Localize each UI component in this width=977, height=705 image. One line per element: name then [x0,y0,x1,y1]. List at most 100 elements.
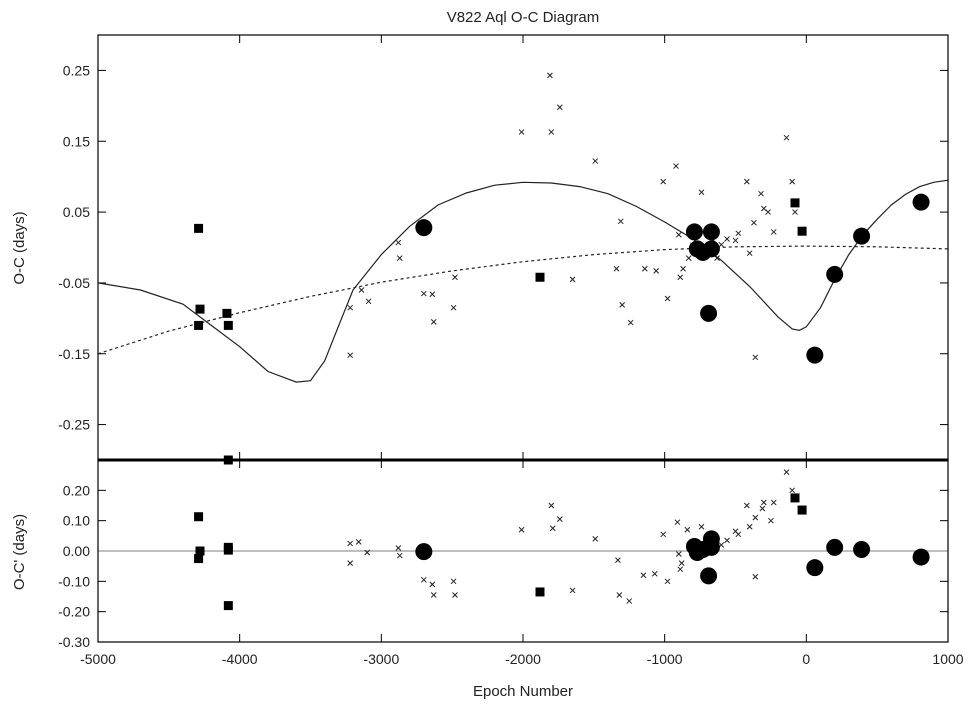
cross-point [789,178,796,185]
cross-point [752,354,759,361]
circle-point [912,193,930,211]
cross-point [548,502,555,509]
cross-point [673,163,679,169]
square-point [194,223,204,233]
circle-point [700,304,718,322]
top-y-tick-label: 0.05 [63,204,90,220]
x-tick-label: -2000 [505,651,541,667]
y-axis-label-bottom: O-C' (days) [11,514,28,590]
cross-point [430,319,437,325]
circle-point [415,543,433,561]
cross-point [783,469,790,475]
cross-point [746,250,753,257]
cross-point [677,274,684,281]
chart-title: V822 Aql O-C Diagram [447,9,600,26]
cross-point [592,158,599,164]
cross-point [617,218,624,225]
cross-point [569,587,576,594]
cross-point [674,519,681,526]
cross-point [684,526,691,533]
cross-point [450,578,457,585]
cross-point [759,505,766,512]
cross-point [395,545,402,551]
circle-point [702,240,720,258]
cross-point [396,255,403,261]
cross-point [664,295,671,302]
cross-point [760,205,767,212]
cross-point [752,514,759,521]
top-y-tick-label: 0.15 [63,133,90,149]
cross-point [429,291,436,298]
cross-point [358,287,365,293]
cross-point [664,578,671,585]
cross-point [732,237,739,244]
square-point [194,512,204,522]
cross-point [651,570,658,577]
y-axis-label-top: O-C (days) [11,211,28,284]
cross-point [549,525,556,532]
cross-point [765,209,771,215]
cross-point [714,255,720,261]
cross-point [547,72,553,79]
x-tick-label: -1000 [647,651,683,667]
circle-point [702,538,720,556]
cross-point [430,592,437,598]
cross-point [518,526,525,533]
cross-point [678,560,685,566]
cross-point [770,499,777,506]
cross-point [429,581,436,588]
top-frame [97,34,949,461]
cross-point [789,487,796,494]
bottom-y-tick-label: 0.10 [63,513,90,529]
circle-point [853,540,871,558]
cross-point [783,134,790,141]
cross-point [347,540,354,547]
cross-point [758,190,764,197]
cross-point [548,129,555,135]
cross-point [627,319,634,326]
cross-point [677,566,684,573]
cross-point [347,304,354,311]
square-point [790,493,800,503]
circle-point [826,265,844,283]
square-point [223,601,233,611]
cross-point [724,236,730,242]
cross-point [396,552,403,559]
x-tick-label: 0 [802,651,810,667]
bottom-y-tick-label: -0.20 [58,604,90,620]
circle-point [685,223,703,241]
circle-point [912,548,930,566]
cross-point [680,265,686,272]
cross-point [675,231,682,238]
cross-point [420,290,427,297]
circle-point [806,346,824,364]
cross-point [450,304,457,311]
cross-point [347,352,354,359]
square-point [797,505,807,515]
x-tick-label: -5000 [80,651,116,667]
circle-point [415,219,433,237]
cross-point [518,129,525,135]
bottom-y-tick-label: 0.00 [63,543,90,559]
x-tick-label: -4000 [222,651,258,667]
cross-point [626,598,633,604]
cross-point [770,229,777,235]
square-point [195,546,205,556]
square-point [790,198,800,208]
top-y-tick-label: -0.15 [58,346,90,362]
cross-point [751,219,757,226]
circle-point [826,538,844,556]
cross-point [347,560,354,566]
cross-point [355,539,362,545]
top-y-tick-label: -0.05 [58,275,90,291]
cross-point [653,268,660,274]
cross-point [556,516,563,523]
x-tick-label: -3000 [363,651,399,667]
cross-point [743,178,750,185]
cross-point [640,572,647,579]
cross-point [660,178,667,185]
square-point [535,587,545,597]
cross-point [752,573,759,580]
cross-point [615,557,621,563]
